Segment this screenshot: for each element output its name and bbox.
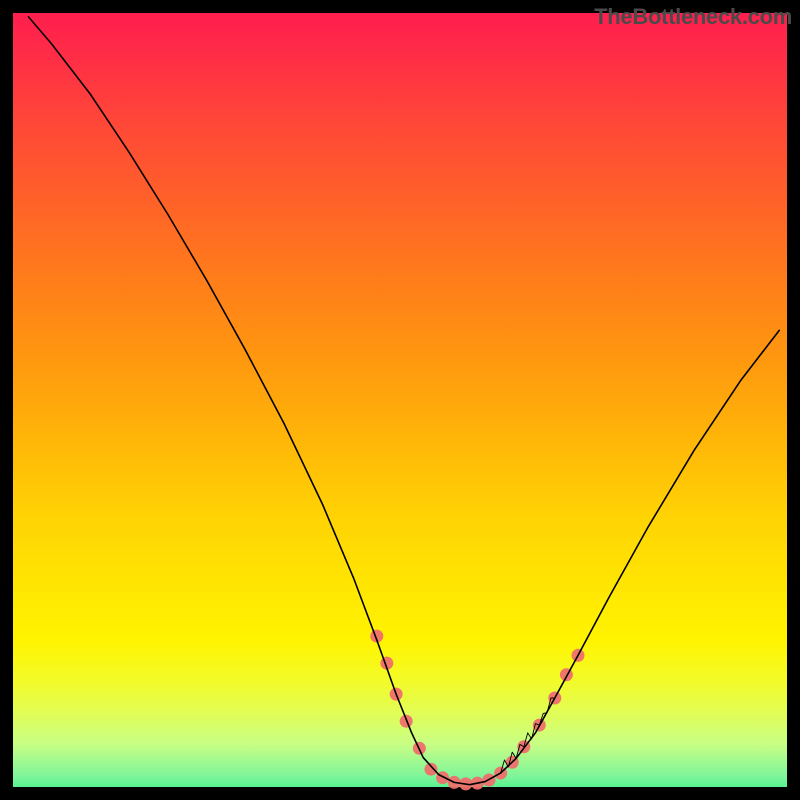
- marker-dot: [424, 763, 437, 776]
- chart-svg: [0, 0, 800, 800]
- figure-root: TheBottleneck.com: [0, 0, 800, 800]
- marker-dot: [560, 668, 573, 681]
- watermark-text: TheBottleneck.com: [594, 4, 792, 30]
- gradient-background: [0, 0, 800, 800]
